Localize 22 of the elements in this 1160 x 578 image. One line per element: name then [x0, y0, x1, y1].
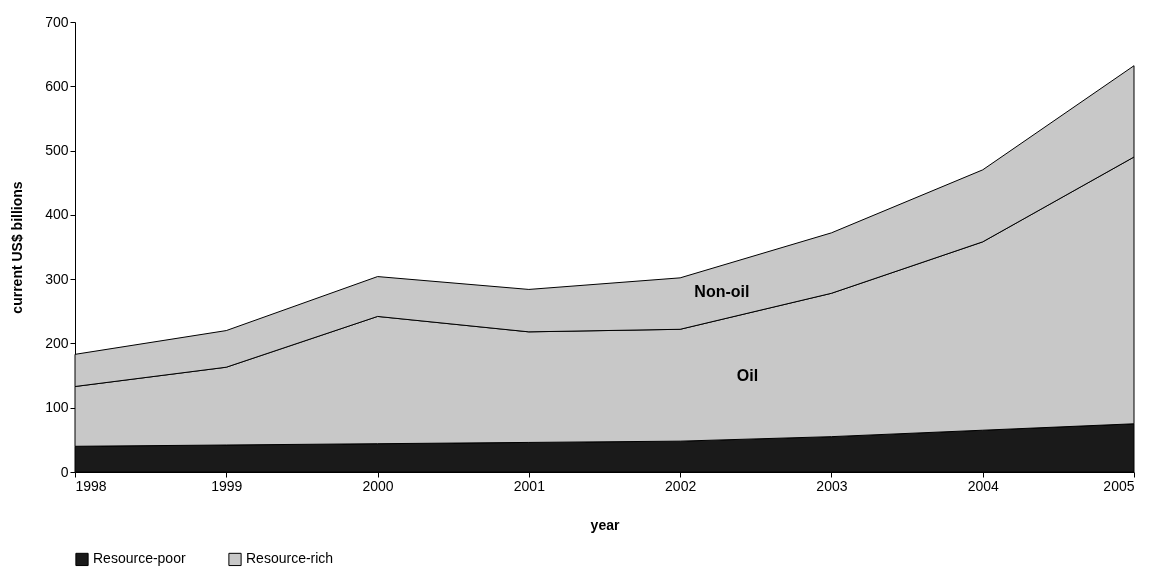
y-tick-label: 0 — [60, 463, 69, 480]
x-tick-label: 2004 — [967, 477, 999, 494]
x-axis-title: year — [590, 516, 620, 533]
y-tick-label: 100 — [45, 399, 69, 416]
x-tick-label: 2003 — [816, 477, 848, 494]
y-tick-label: 200 — [45, 334, 69, 351]
y-tick-label: 500 — [45, 142, 69, 159]
x-tick-label: 1998 — [75, 477, 107, 494]
x-tick-label: 1999 — [211, 477, 243, 494]
y-tick-label: 300 — [45, 270, 69, 287]
annotation: Non-oil — [694, 283, 750, 301]
y-tick-label: 400 — [45, 206, 69, 223]
legend-label: Resource-rich — [246, 550, 334, 567]
x-tick-label: 2005 — [1103, 477, 1135, 494]
x-tick-label: 2000 — [362, 477, 394, 494]
y-axis-title: current US$ billions — [9, 181, 26, 314]
annotation: Oil — [736, 367, 759, 385]
y-tick-label: 600 — [45, 77, 69, 94]
x-tick-label: 2001 — [513, 477, 546, 494]
x-tick-label: 2002 — [665, 477, 697, 494]
y-tick-label: 700 — [45, 13, 69, 30]
legend-label: Resource-poor — [93, 550, 186, 567]
